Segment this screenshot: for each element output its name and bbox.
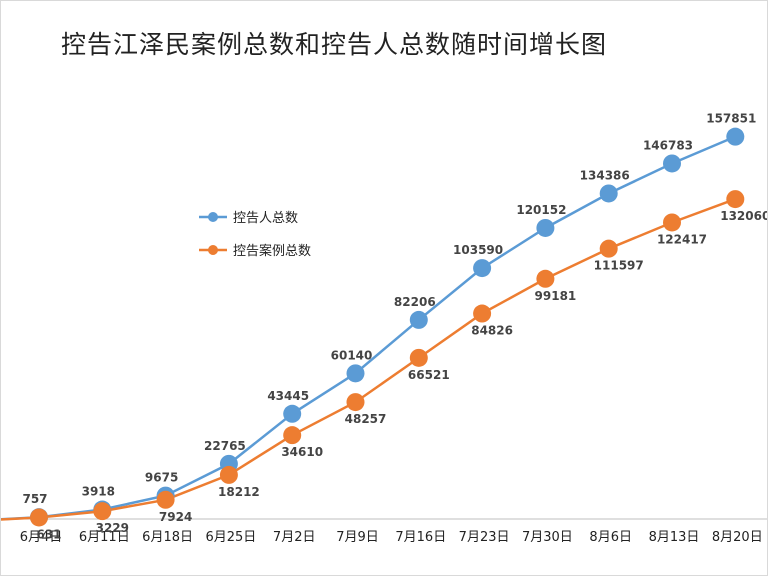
data-point — [473, 304, 492, 323]
data-label: 84826 — [471, 324, 513, 338]
data-label: 48257 — [345, 412, 387, 426]
data-point — [30, 508, 48, 527]
legend-marker — [208, 245, 218, 255]
data-label: 99181 — [535, 289, 577, 303]
data-label: 9675 — [145, 471, 178, 485]
data-point — [283, 426, 302, 445]
x-tick-label: 8月6日 — [589, 530, 632, 545]
x-tick-label: 6月4日 — [20, 530, 63, 545]
x-tick-label: 6月25日 — [205, 530, 256, 545]
data-point — [346, 393, 365, 412]
x-tick-label: 7月2日 — [273, 530, 316, 545]
x-tick-label: 8月20日 — [712, 530, 763, 545]
data-point — [726, 127, 745, 146]
data-point — [726, 190, 745, 209]
x-tick-label: 7月23日 — [459, 530, 510, 545]
data-label: 34610 — [281, 445, 323, 459]
legend-marker — [208, 212, 218, 222]
x-tick-label: 6月18日 — [142, 530, 193, 545]
x-tick-label: 8月13日 — [649, 530, 700, 545]
data-label: 120152 — [516, 203, 566, 217]
data-point — [536, 218, 555, 237]
data-point — [346, 364, 365, 383]
data-point — [663, 154, 681, 173]
data-point — [599, 184, 618, 203]
data-point — [663, 213, 681, 232]
series-line-0 — [1, 135, 736, 521]
data-label: 157851 — [706, 112, 756, 126]
data-label: 132060 — [720, 209, 767, 223]
data-point — [156, 490, 175, 509]
x-tick-label: 6月11日 — [79, 530, 130, 545]
data-point — [283, 404, 302, 423]
data-label: 18212 — [218, 485, 260, 499]
data-label: 111597 — [594, 259, 644, 273]
data-label: 3229 — [96, 521, 129, 535]
data-point — [599, 239, 618, 258]
x-tick-label: 7月30日 — [522, 530, 573, 545]
data-label: 66521 — [408, 368, 450, 382]
data-point — [409, 348, 428, 367]
legend-label: 控告人总数 — [233, 211, 298, 226]
data-point — [93, 502, 112, 521]
chart-title: 控告江泽民案例总数和控告人总数随时间增长图 — [61, 30, 608, 59]
data-label: 22765 — [204, 439, 246, 453]
data-label: 631 — [36, 527, 61, 541]
x-tick-label: 7月16日 — [395, 530, 446, 545]
data-label: 146783 — [643, 138, 693, 152]
data-label: 122417 — [657, 232, 707, 246]
data-point — [536, 269, 555, 288]
x-tick-label: 7月9日 — [336, 530, 379, 545]
data-label: 134386 — [580, 168, 630, 182]
data-point — [409, 310, 428, 329]
data-label: 103590 — [453, 243, 503, 257]
data-label: 43445 — [267, 389, 309, 403]
data-label: 757 — [22, 492, 47, 506]
data-label: 60140 — [331, 348, 373, 362]
legend-label: 控告案例总数 — [233, 244, 311, 259]
data-label: 7924 — [159, 510, 192, 524]
data-label: 82206 — [394, 295, 436, 309]
data-point — [219, 465, 238, 484]
data-point — [473, 259, 492, 278]
data-label: 3918 — [82, 485, 115, 499]
